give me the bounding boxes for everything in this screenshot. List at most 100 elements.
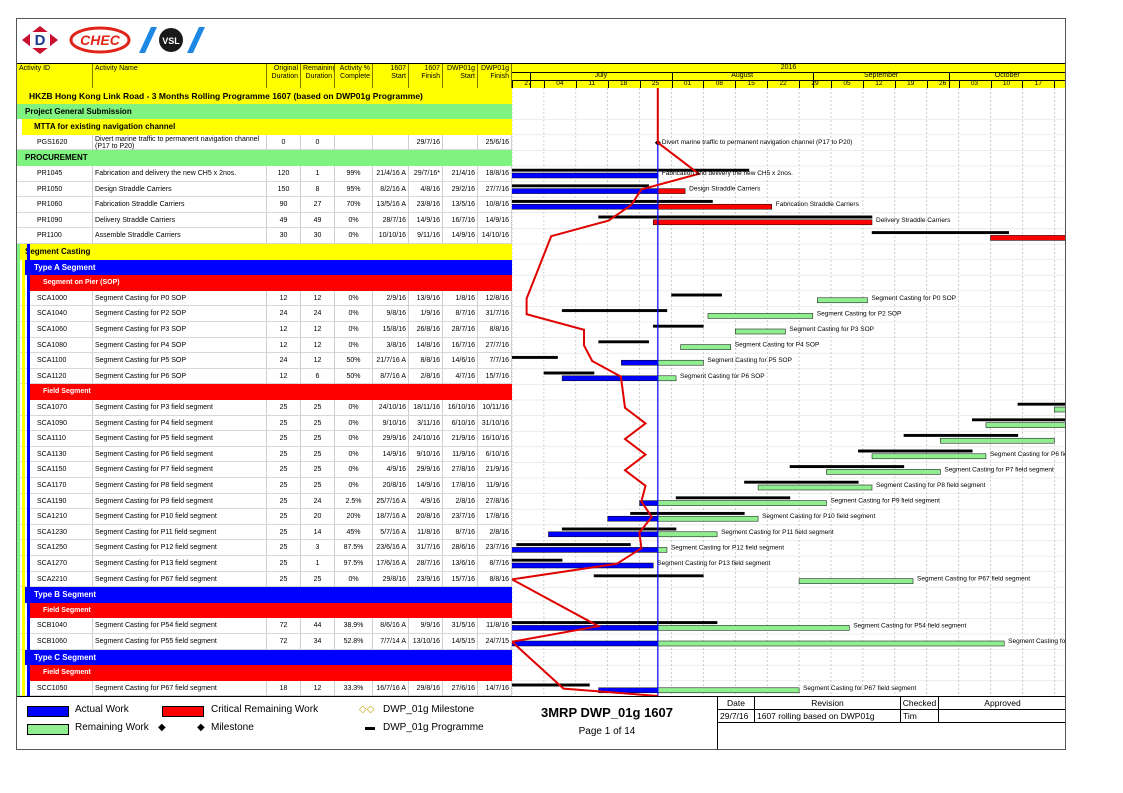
col-original-duration[interactable]: Original Duration xyxy=(267,64,301,88)
cell-s: 17/6/16 A xyxy=(373,556,409,571)
activity-row-sca1000[interactable]: SCA1000 Segment Casting for P0 SOP 12 12 0% 2… xyxy=(17,290,512,307)
activity-row-sca1250[interactable]: SCA1250 Segment Casting for P12 field seg… xyxy=(17,540,512,556)
cell-f: 1/9/16 xyxy=(409,306,443,322)
activity-row-pr1045[interactable]: PR1045 Fabrication and delivery the new C… xyxy=(17,166,512,182)
cell-df: 8/8/16 xyxy=(478,322,512,337)
activity-row-sca1130[interactable]: SCA1130 Segment Casting for P6 field segm… xyxy=(17,446,512,463)
remaining-work-bar xyxy=(657,359,704,366)
actual-work-bar xyxy=(512,640,659,647)
cell-id: PR1050 xyxy=(17,181,93,197)
activity-row-sca1170[interactable]: SCA1170 Segment Casting for P8 field segm… xyxy=(17,478,512,494)
col-activity-pct[interactable]: Activity % Complete xyxy=(335,64,373,88)
activity-row-sca1270[interactable]: SCA1270 Segment Casting for P13 field seg… xyxy=(17,556,512,572)
rev-header-revision: Revision xyxy=(811,698,844,708)
dwp-programme-bar xyxy=(516,543,631,547)
cell-pct: 97.5% xyxy=(335,556,373,571)
col-activity-id[interactable]: Activity ID xyxy=(17,64,93,88)
cell-df: 11/8/16 xyxy=(478,618,512,634)
cell-id: SCA1040 xyxy=(17,306,93,322)
cell-od: 72 xyxy=(267,634,301,649)
activity-row-sca1040[interactable]: SCA1040 Segment Casting for P2 SOP 24 24 0% 9… xyxy=(17,306,512,322)
band-label: Field Segment xyxy=(43,606,91,614)
cell-ds: 21/4/16 xyxy=(443,166,478,181)
dwp-programme-bar xyxy=(598,340,649,344)
activity-row-sca2210[interactable]: SCA2210 Segment Casting for P67 field seg… xyxy=(17,571,512,588)
cell-od: 25 xyxy=(267,446,301,462)
cell-ds: 6/10/16 xyxy=(443,415,478,431)
activity-row-sca1100[interactable]: SCA1100 Segment Casting for P5 SOP 24 12 50%… xyxy=(17,353,512,369)
week-divider xyxy=(799,80,801,88)
timeline-week: 04 xyxy=(556,80,564,87)
week-divider xyxy=(671,80,673,88)
activity-row-pr1050[interactable]: PR1050 Design Straddle Carriers 150 8 95% 8/2… xyxy=(17,181,512,198)
cell-f: 13/9/16 xyxy=(409,290,443,306)
cell-rd: 0 xyxy=(301,134,335,150)
remaining-work-bar xyxy=(826,469,941,475)
cell-s: 28/7/16 xyxy=(373,212,409,228)
cell-pct: 0% xyxy=(335,431,373,447)
bar-label: Segment Casting for P54 field segment xyxy=(853,622,966,629)
cell-id: SCA1190 xyxy=(17,493,93,509)
remaining-work-bar xyxy=(871,453,987,460)
activity-row-sca1230[interactable]: SCA1230 Segment Casting for P11 field seg… xyxy=(17,524,512,541)
cell-name: Segment Casting for P6 SOP xyxy=(93,368,267,384)
remaining-work-bar xyxy=(657,515,759,522)
col-1607-start[interactable]: 1607 Start xyxy=(373,64,409,88)
cell-pct: 0% xyxy=(335,462,373,478)
activity-row-scb1040[interactable]: SCB1040 Segment Casting for P54 field seg… xyxy=(17,618,512,634)
cell-ds: 16/7/16 xyxy=(443,337,478,353)
activity-row-sca1090[interactable]: SCA1090 Segment Casting for P4 field segm… xyxy=(17,415,512,432)
cell-name: Segment Casting for P55 field segment xyxy=(93,634,267,649)
cell-id: SCA1060 xyxy=(17,322,93,337)
cell-ds: 16/10/16 xyxy=(443,400,478,415)
col-dwp-start[interactable]: DWP01g Start xyxy=(443,64,478,88)
cell-pct: 20% xyxy=(335,509,373,525)
dwp-programme-bar xyxy=(512,558,563,562)
actual-work-bar xyxy=(512,562,654,569)
column-header: Activity ID Activity Name Original Durat… xyxy=(17,63,1065,89)
activity-row-sca1110[interactable]: SCA1110 Segment Casting for P5 field segm… xyxy=(17,431,512,447)
col-1607-finish[interactable]: 1607 Finish xyxy=(409,64,443,88)
milestone-icon-a: ◆ xyxy=(158,722,166,733)
cell-f: 29/7/16 xyxy=(409,134,443,150)
cell-df: 27/8/16 xyxy=(478,493,512,509)
dwp-programme-bar xyxy=(598,215,873,219)
actual-work-bar xyxy=(512,188,659,194)
cell-id: SCA1250 xyxy=(17,540,93,556)
activity-row-pr1090[interactable]: PR1090 Delivery Straddle Carriers 49 49 0% 28… xyxy=(17,212,512,229)
timeline-header: 2016 July August September October 27 04 11 18 25… xyxy=(512,64,1065,88)
cell-pct xyxy=(335,134,373,150)
col-dwp-finish[interactable]: DWP01g Finish xyxy=(478,64,512,88)
activity-row-scc1050[interactable]: SCC1050 Segment Casting for P67 field seg… xyxy=(17,680,512,696)
month-divider xyxy=(949,72,951,88)
cell-name: Segment Casting for P12 field segment xyxy=(93,540,267,556)
activity-row-sca1190[interactable]: SCA1190 Segment Casting for P9 field segm… xyxy=(17,493,512,510)
cell-name: Segment Casting for P0 SOP xyxy=(93,290,267,306)
activity-row-sca1150[interactable]: SCA1150 Segment Casting for P7 field segm… xyxy=(17,462,512,478)
activity-row-scb1060[interactable]: SCB1060 Segment Casting for P55 field seg… xyxy=(17,634,512,650)
activity-row-sca1210[interactable]: SCA1210 Segment Casting for P10 field seg… xyxy=(17,509,512,525)
cell-od: 18 xyxy=(267,680,301,696)
band-segment-on-pier-sop-: Segment on Pier (SOP) xyxy=(27,275,512,291)
col-activity-name[interactable]: Activity Name xyxy=(93,64,267,88)
cell-rd: 20 xyxy=(301,509,335,525)
remaining-work-bar xyxy=(657,188,686,194)
activity-row-sca1120[interactable]: SCA1120 Segment Casting for P6 SOP 12 6 50% 8… xyxy=(17,368,512,385)
remaining-work-bar xyxy=(985,422,1065,428)
cell-name: Segment Casting for P4 SOP xyxy=(93,337,267,353)
legend-milestone: Milestone xyxy=(211,722,254,733)
legend-actual-work: Actual Work xyxy=(75,704,129,715)
activity-row-sca1070[interactable]: SCA1070 Segment Casting for P3 field segm… xyxy=(17,400,512,416)
bar-label: Segment Casting for P4 SOP xyxy=(735,342,820,349)
col-remaining-duration[interactable]: Remaining Duration xyxy=(301,64,335,88)
activity-row-pr1100[interactable]: PR1100 Assemble Straddle Carriers 30 30 0% 10… xyxy=(17,228,512,244)
activity-row-pr1060[interactable]: PR1060 Fabrication Straddle Carriers 90 27 7… xyxy=(17,197,512,213)
cell-od: 12 xyxy=(267,337,301,353)
cell-name: Fabrication and delivery the new CH5 x 2… xyxy=(93,166,267,181)
activity-row-sca1060[interactable]: SCA1060 Segment Casting for P3 SOP 12 12 0% 1… xyxy=(17,322,512,338)
chec-logo: CHEC xyxy=(69,26,131,54)
critical-work-swatch xyxy=(162,706,204,717)
activity-row-sca1080[interactable]: SCA1080 Segment Casting for P4 SOP 12 12 0% 3… xyxy=(17,337,512,354)
activity-row-pgs1620[interactable]: PGS1620 Divert marine traffic to permanen… xyxy=(17,134,512,151)
bar-label: Segment Casting for P0 SOP xyxy=(871,295,956,302)
